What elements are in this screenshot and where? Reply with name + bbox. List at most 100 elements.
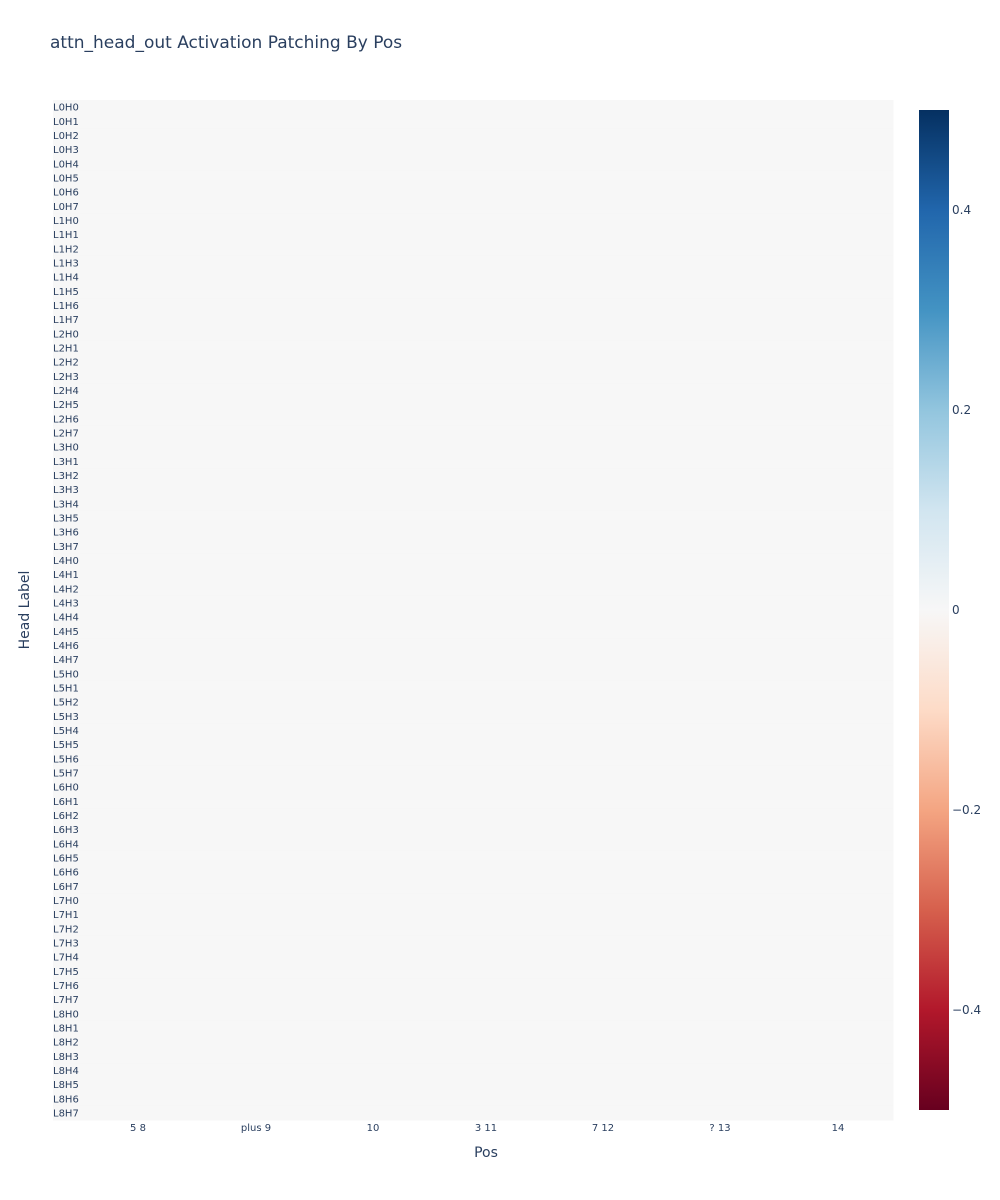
heatmap-cell — [413, 270, 534, 285]
heatmap-cell — [53, 567, 174, 583]
heatmap-cell — [53, 284, 174, 299]
x-axis-title: Pos — [474, 1145, 498, 1161]
heatmap-cell — [413, 142, 534, 158]
heatmap-cell — [173, 383, 294, 398]
heatmap-cell — [413, 695, 534, 710]
heatmap-cell — [53, 879, 174, 894]
heatmap-cell — [773, 978, 894, 993]
heatmap-cell — [53, 695, 174, 710]
y-tick-label: L6H1 — [53, 797, 79, 808]
heatmap-cell — [53, 1049, 174, 1064]
heatmap-cell — [173, 1049, 294, 1064]
heatmap-cell — [773, 822, 894, 838]
heatmap-cell — [413, 185, 534, 200]
heatmap-cell — [293, 298, 414, 313]
heatmap-cell — [653, 751, 774, 767]
heatmap-cell — [173, 1006, 294, 1022]
heatmap-cell — [533, 383, 654, 398]
heatmap-cell — [173, 425, 294, 441]
heatmap-cell — [173, 142, 294, 158]
heatmap-cell — [53, 270, 174, 285]
heatmap-cell — [533, 921, 654, 937]
heatmap-cell — [293, 695, 414, 710]
y-tick-label: L1H5 — [53, 287, 79, 298]
heatmap-cell — [53, 638, 174, 653]
heatmap-cell — [293, 185, 414, 200]
y-tick-label: L8H5 — [53, 1080, 79, 1091]
y-tick-label: L3H1 — [53, 457, 79, 468]
y-tick-label: L1H0 — [53, 216, 79, 227]
heatmap-cell — [773, 907, 894, 923]
heatmap-cell — [413, 284, 534, 299]
heatmap-cell — [413, 1020, 534, 1036]
y-tick-label: L5H3 — [53, 712, 79, 723]
heatmap-cell — [413, 567, 534, 583]
heatmap-cell — [53, 780, 174, 795]
y-tick-label: L5H6 — [53, 754, 79, 765]
y-tick-label: L2H3 — [53, 372, 79, 383]
heatmap-cell — [653, 100, 774, 115]
heatmap-cell — [773, 170, 894, 186]
heatmap-cell — [653, 326, 774, 342]
heatmap-cell — [293, 992, 414, 1008]
heatmap-cell — [293, 765, 414, 781]
heatmap-cell — [173, 893, 294, 908]
heatmap-cell — [413, 482, 534, 498]
heatmap-cell — [173, 369, 294, 384]
heatmap-cell — [653, 695, 774, 710]
heatmap-cell — [53, 1020, 174, 1036]
heatmap-cell — [653, 1091, 774, 1107]
y-tick-label: L5H0 — [53, 669, 79, 680]
heatmap-cell — [413, 737, 534, 753]
heatmap-cell — [653, 624, 774, 639]
heatmap-cell — [293, 652, 414, 668]
heatmap-cell — [173, 185, 294, 200]
heatmap-cell — [173, 397, 294, 413]
heatmap-cell — [533, 638, 654, 653]
heatmap-cell — [293, 751, 414, 767]
heatmap-cell — [53, 581, 174, 597]
heatmap-cell — [653, 1020, 774, 1036]
heatmap-cell — [413, 638, 534, 653]
heatmap-cell — [533, 312, 654, 328]
heatmap-cell — [53, 992, 174, 1008]
heatmap-cell — [533, 454, 654, 469]
y-tick-label: L5H4 — [53, 726, 79, 737]
heatmap-cell — [773, 1105, 894, 1121]
heatmap-cell — [53, 751, 174, 767]
heatmap-cell — [53, 199, 174, 214]
heatmap-cell — [653, 468, 774, 483]
heatmap-cell — [653, 950, 774, 965]
heatmap-cell — [53, 411, 174, 427]
heatmap-cell — [653, 935, 774, 951]
heatmap-cell — [173, 794, 294, 809]
heatmap-cell — [533, 397, 654, 413]
heatmap-cell — [293, 581, 414, 597]
heatmap-cell — [533, 610, 654, 625]
y-tick-label: L2H4 — [53, 386, 79, 397]
y-tick-label: L0H3 — [53, 145, 79, 156]
heatmap-cell — [173, 1020, 294, 1036]
heatmap-cell — [533, 808, 654, 823]
heatmap-cell — [293, 1077, 414, 1093]
heatmap-cell — [173, 156, 294, 172]
y-tick-label: L8H1 — [53, 1023, 79, 1034]
heatmap-cell — [773, 964, 894, 979]
heatmap-cell — [413, 468, 534, 483]
heatmap-cell — [533, 482, 654, 498]
heatmap-cell — [173, 100, 294, 115]
x-tick-label: ? 13 — [709, 1123, 730, 1134]
heatmap-cell — [773, 865, 894, 880]
heatmap-cell — [173, 695, 294, 710]
heatmap-cell — [533, 199, 654, 214]
heatmap-cell — [653, 822, 774, 838]
heatmap-cell — [533, 907, 654, 923]
y-tick-label: L7H5 — [53, 967, 79, 978]
heatmap-cell — [533, 213, 654, 228]
heatmap-cell — [653, 227, 774, 243]
heatmap-cell — [173, 850, 294, 866]
heatmap-cell — [53, 340, 174, 356]
heatmap-cell — [773, 270, 894, 285]
x-tick-label: 5 8 — [130, 1123, 146, 1134]
heatmap-cell — [173, 624, 294, 639]
